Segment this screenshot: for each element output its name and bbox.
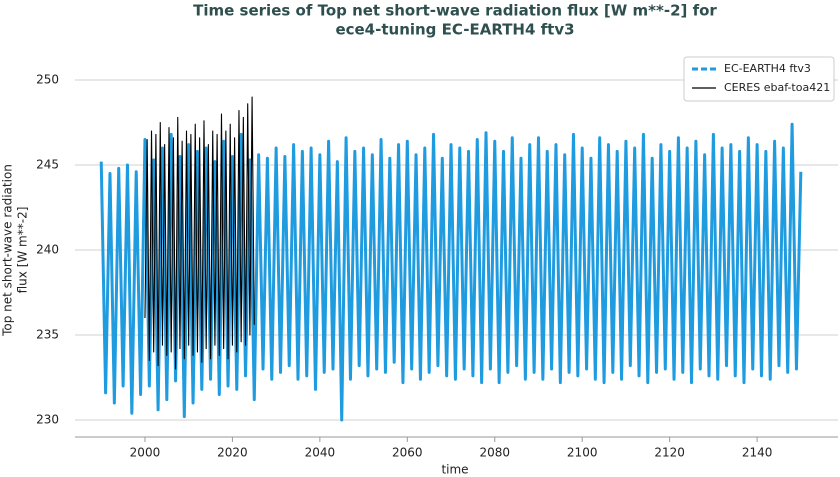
chart-title: Time series of Top net short-wave radiat… [193,2,717,20]
legend-box [683,56,835,102]
chart-title: ece4-tuning EC-EARTH4 ftv3 [335,21,574,39]
y-tick-label: 240 [36,243,59,257]
y-axis-label-line: Top net short-wave radiation [1,164,15,337]
y-tick-label: 235 [36,328,59,342]
x-tick-label: 2020 [217,446,248,460]
legend-label: EC-EARTH4 ftv3 [724,62,811,75]
x-tick-label: 2080 [479,446,510,460]
series-line [99,122,803,422]
y-axis-label-line: flux [W m**-2] [16,207,30,294]
legend: EC-EARTH4 ftv3 CERES ebaf-toa421 [683,56,835,102]
x-tick-label: 2140 [742,446,773,460]
x-axis-label: time [441,463,468,477]
legend-label: CERES ebaf-toa421 [724,81,830,94]
series-line [144,96,255,370]
x-tick-label: 2040 [305,446,336,460]
x-tick-label: 2120 [654,446,685,460]
x-tick-label: 2060 [392,446,423,460]
y-axis-label: Top net short-wave radiation flux [W m**… [1,164,30,337]
y-tick-label: 250 [36,73,59,87]
x-tick-label: 2100 [567,446,598,460]
x-tick-label: 2000 [130,446,161,460]
y-tick-label: 245 [36,158,59,172]
y-tick-label: 230 [36,413,59,427]
